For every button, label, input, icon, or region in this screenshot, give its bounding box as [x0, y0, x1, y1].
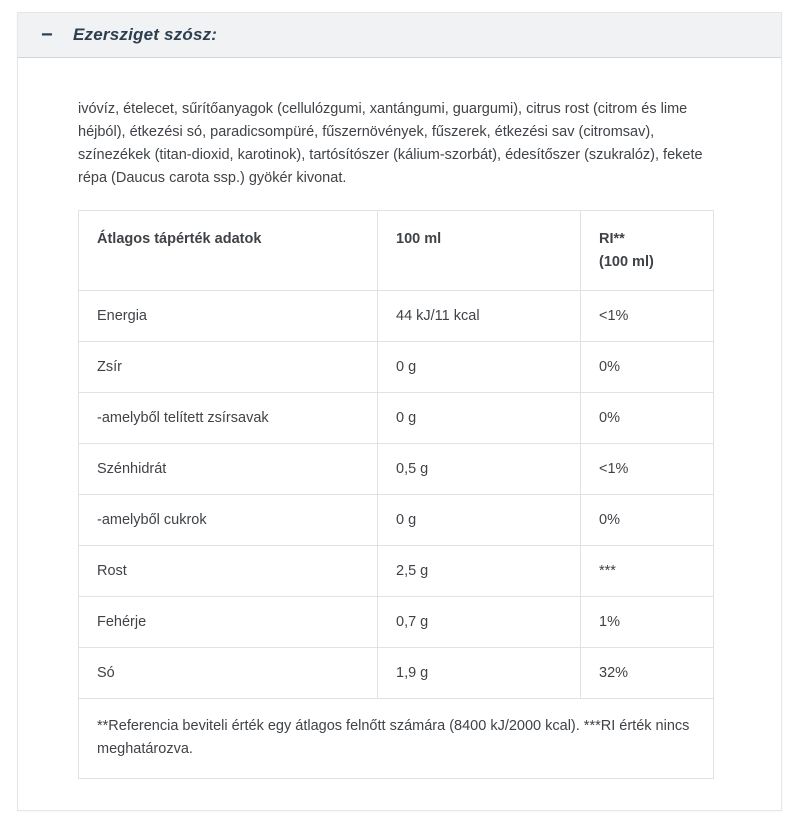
accordion-header[interactable]: − Ezersziget szósz:	[18, 13, 781, 58]
table-row: Rost 2,5 g ***	[78, 545, 714, 597]
table-row: Szénhidrát 0,5 g <1%	[78, 443, 714, 495]
ingredients-text: ivóvíz, ételecet, sűrítőanyagok (celluló…	[78, 101, 703, 186]
row-label: Szénhidrát	[78, 443, 378, 495]
row-ri: <1%	[580, 443, 714, 495]
row-value: 2,5 g	[377, 545, 581, 597]
table-footnote: **Referencia beviteli érték egy átlagos …	[78, 698, 714, 779]
row-ri: 0%	[580, 392, 714, 444]
table-row: Energia 44 kJ/11 kcal <1%	[78, 290, 714, 342]
row-value: 0 g	[377, 392, 581, 444]
collapse-minus-icon[interactable]: −	[41, 24, 53, 46]
table-row: Só 1,9 g 32%	[78, 647, 714, 699]
row-label: Energia	[78, 290, 378, 342]
table-row: Zsír 0 g 0%	[78, 341, 714, 393]
row-label: Zsír	[78, 341, 378, 393]
row-value: 1,9 g	[377, 647, 581, 699]
row-value: 0,7 g	[377, 596, 581, 648]
row-ri: 1%	[580, 596, 714, 648]
nutrition-table: Átlagos tápérték adatok 100 ml RI** (100…	[78, 210, 714, 779]
table-footnote-row: **Referencia beviteli érték egy átlagos …	[78, 698, 714, 779]
row-value: 0,5 g	[377, 443, 581, 495]
row-label: -amelyből cukrok	[78, 494, 378, 546]
table-row: -amelyből telített zsírsavak 0 g 0%	[78, 392, 714, 444]
header-cell-per-100ml: 100 ml	[377, 210, 581, 291]
row-ri: <1%	[580, 290, 714, 342]
row-value: 0 g	[377, 494, 581, 546]
header-cell-nutrient: Átlagos tápérték adatok	[78, 210, 378, 291]
row-label: Fehérje	[78, 596, 378, 648]
header-ri-line2: (100 ml)	[599, 254, 654, 270]
row-label: Só	[78, 647, 378, 699]
row-value: 0 g	[377, 341, 581, 393]
row-ri: 0%	[580, 494, 714, 546]
row-ri: 32%	[580, 647, 714, 699]
row-ri: ***	[580, 545, 714, 597]
nutrition-table-header-row: Átlagos tápérték adatok 100 ml RI** (100…	[78, 210, 714, 291]
header-ri-line1: RI**	[599, 231, 625, 247]
header-cell-ri: RI** (100 ml)	[580, 210, 714, 291]
row-label: -amelyből telített zsírsavak	[78, 392, 378, 444]
row-label: Rost	[78, 545, 378, 597]
table-row: Fehérje 0,7 g 1%	[78, 596, 714, 648]
accordion-body: ivóvíz, ételecet, sűrítőanyagok (celluló…	[18, 58, 781, 779]
table-row: -amelyből cukrok 0 g 0%	[78, 494, 714, 546]
product-accordion-card: − Ezersziget szósz: ivóvíz, ételecet, sű…	[17, 12, 782, 811]
row-value: 44 kJ/11 kcal	[377, 290, 581, 342]
row-ri: 0%	[580, 341, 714, 393]
accordion-title: Ezersziget szósz:	[73, 25, 218, 44]
